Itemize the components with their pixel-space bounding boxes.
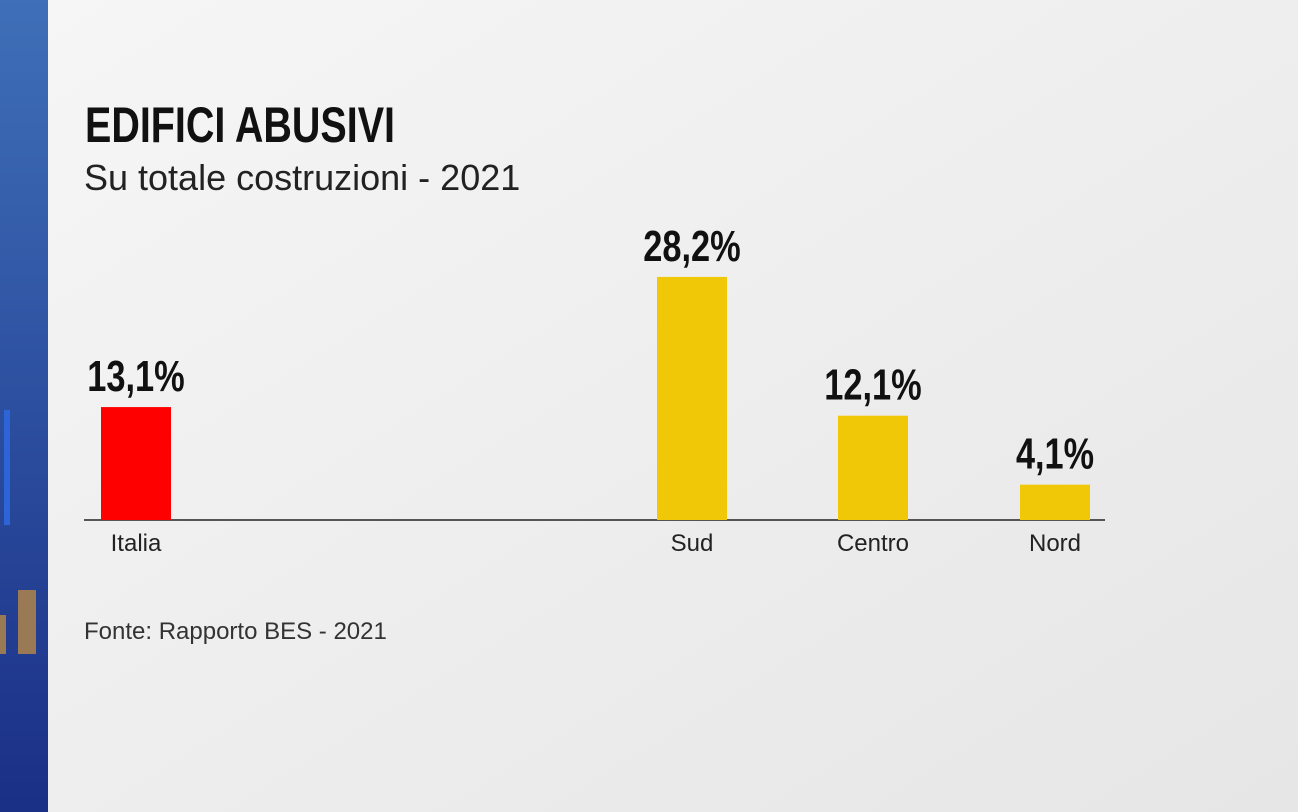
value-label: 13,1% <box>87 352 185 401</box>
x-tick-label: Nord <box>1029 530 1081 557</box>
bar <box>657 276 727 520</box>
bar <box>838 415 908 520</box>
x-tick-label: Sud <box>671 530 714 557</box>
bar <box>1020 484 1090 520</box>
value-label: 28,2% <box>643 222 741 271</box>
chart-title: EDIFICI ABUSIVI <box>85 97 395 153</box>
x-tick-label: Italia <box>111 530 162 557</box>
decor <box>4 410 10 525</box>
value-label: 12,1% <box>824 361 922 410</box>
decor <box>18 590 36 654</box>
x-tick-label: Centro <box>837 530 909 557</box>
bar <box>101 407 171 520</box>
value-label: 4,1% <box>1016 430 1094 479</box>
chart-subtitle: Su totale costruzioni - 2021 <box>84 157 520 198</box>
decor <box>0 615 6 654</box>
side-strip <box>0 0 48 812</box>
source: Fonte: Rapporto BES - 2021 <box>84 618 387 645</box>
